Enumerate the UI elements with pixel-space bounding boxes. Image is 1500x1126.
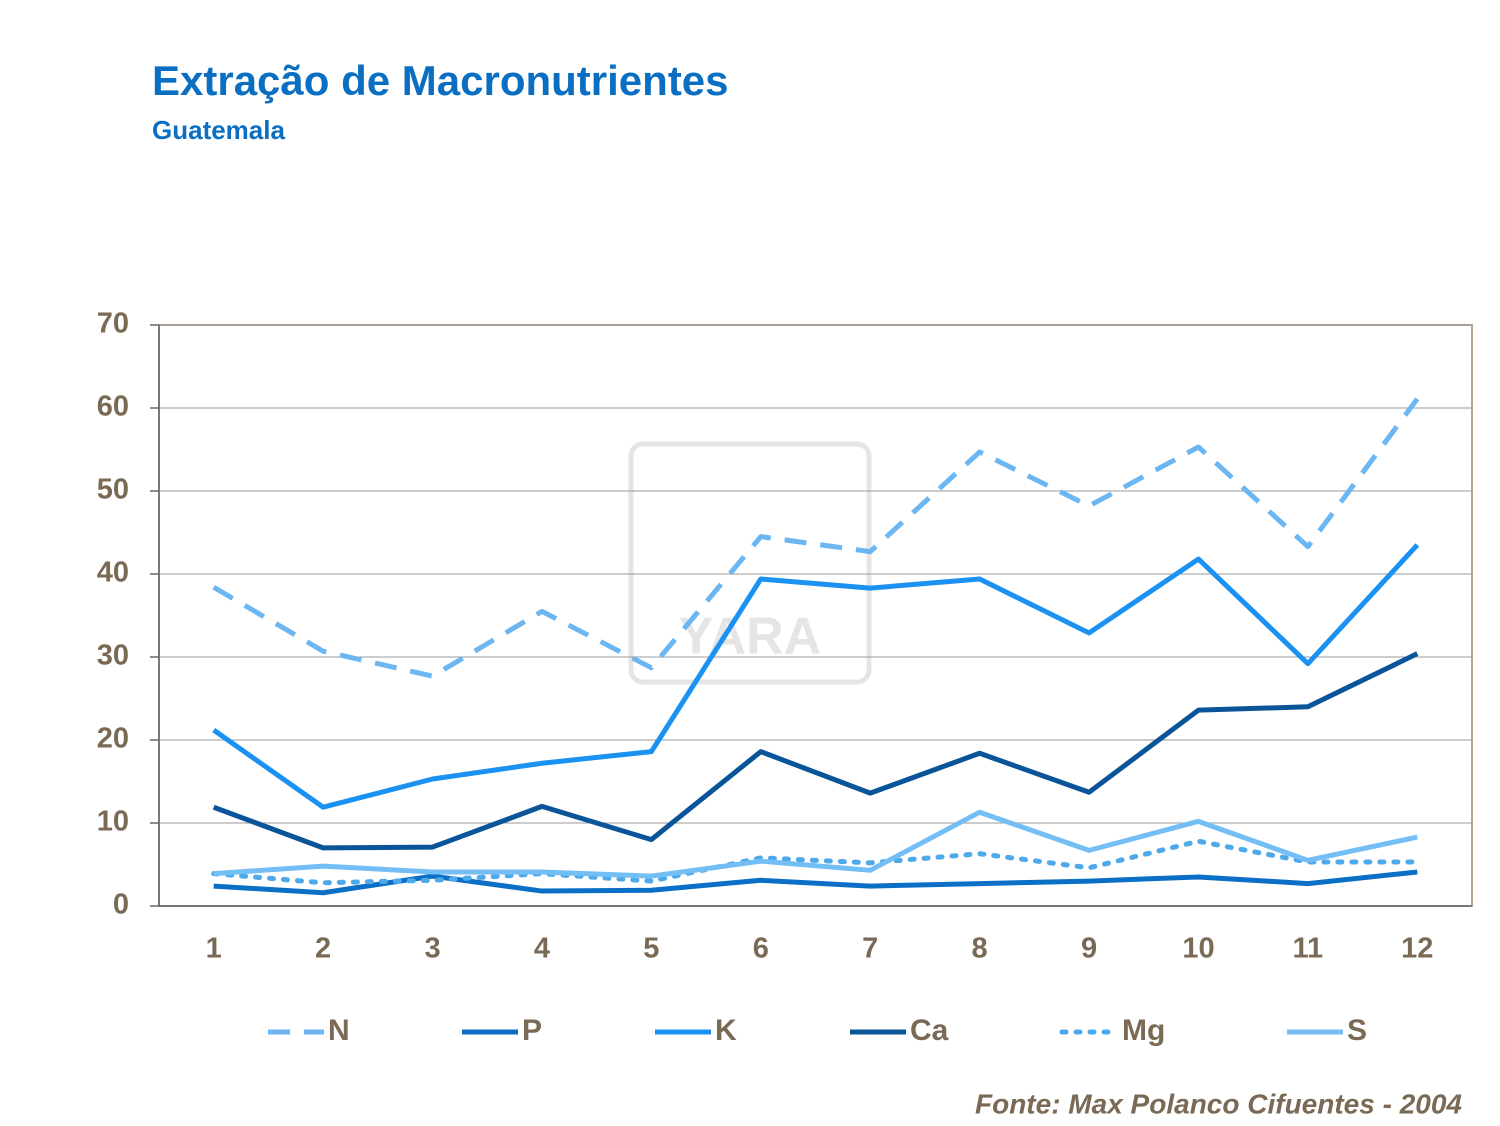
series-line <box>213 809 1418 879</box>
x-tick-label: 2 <box>315 933 331 965</box>
chart-subtitle: Guatemala <box>152 115 285 145</box>
x-tick-label: 3 <box>424 933 440 965</box>
y-tick-label: 60 <box>97 391 129 423</box>
source-note: Fonte: Max Polanco Cifuentes - 2004 <box>975 1088 1462 1119</box>
watermark-frame <box>628 441 872 685</box>
x-tick-label: 1 <box>206 933 222 965</box>
series-line <box>212 651 1419 851</box>
chart-title: Extração de Macronutrientes <box>152 57 729 104</box>
x-tick-label: 9 <box>1081 933 1097 965</box>
x-tick-label: 6 <box>753 933 769 965</box>
legend-label: S <box>1347 1014 1367 1047</box>
series-line <box>212 543 1420 810</box>
y-tick-label: 50 <box>97 474 129 506</box>
series-line <box>212 397 1420 679</box>
x-tick-label: 7 <box>862 933 878 965</box>
y-tick-label: 0 <box>113 889 129 921</box>
y-tick-label: 70 <box>97 308 129 340</box>
legend-label: N <box>328 1014 350 1047</box>
y-tick-label: 10 <box>97 806 129 838</box>
watermark-text: YARA <box>679 608 822 666</box>
x-tick-label: 4 <box>534 933 550 965</box>
y-tick-label: 40 <box>97 557 129 589</box>
watermark: YARA <box>628 441 872 685</box>
series-line <box>211 838 1420 886</box>
legend-label: P <box>522 1014 542 1047</box>
x-tick-label: 10 <box>1182 933 1214 965</box>
legend-label: Mg <box>1122 1014 1165 1047</box>
y-tick-label: 30 <box>97 640 129 672</box>
legend-label: Ca <box>910 1014 949 1047</box>
x-tick-label: 12 <box>1401 933 1433 965</box>
x-tick-label: 5 <box>643 933 659 965</box>
x-tick-label: 8 <box>972 933 988 965</box>
x-tick-label: 11 <box>1293 933 1324 965</box>
y-tick-label: 20 <box>97 723 129 755</box>
legend-label: K <box>715 1014 737 1047</box>
